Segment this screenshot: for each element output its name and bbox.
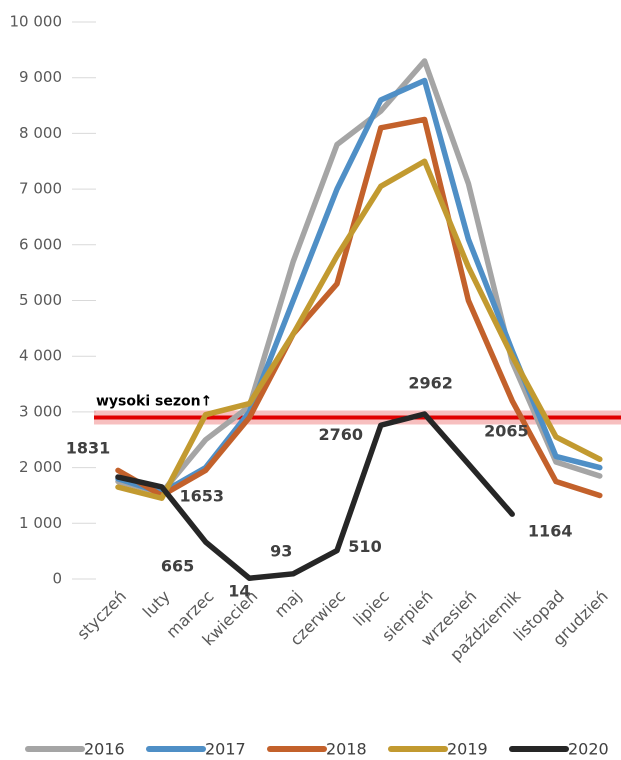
data-label: 2962 [408,374,453,393]
data-label: 1831 [66,439,111,458]
legend-label: 2020 [568,740,609,759]
y-tick-label: 10 000 [10,13,63,31]
y-tick-label: 4 000 [19,347,62,365]
legend-label: 2019 [447,740,488,759]
y-tick-label: 2 000 [19,458,62,476]
y-tick-label: 7 000 [19,180,62,198]
legend-label: 2018 [326,740,367,759]
data-label: 510 [348,537,381,556]
x-tick-label: styczeń [73,587,130,644]
series-line [115,411,515,581]
x-tick-label: maj [271,587,306,622]
series-line [115,158,603,501]
y-tick-label: 9 000 [19,68,62,86]
data-label: 1653 [180,486,225,505]
data-label: 14 [228,582,250,601]
data-label: 2065 [484,421,529,440]
y-tick-label: 1 000 [19,514,62,532]
legend-label: 2017 [205,740,246,759]
data-label: 93 [270,541,292,560]
series-line [115,116,603,499]
data-label: 1164 [528,522,573,541]
y-tick-label: 5 000 [19,291,62,309]
y-tick-label: 6 000 [19,235,62,253]
data-label: 665 [161,556,194,575]
y-tick-label: 8 000 [19,124,62,142]
series-line [115,58,603,496]
data-label: 2760 [319,425,364,444]
threshold-label: wysoki sezon↑ [96,393,212,409]
x-tick-label: luty [139,587,174,622]
y-tick-label: 3 000 [19,402,62,420]
legend-label: 2016 [84,740,125,759]
y-tick-label: 0 [52,570,62,588]
